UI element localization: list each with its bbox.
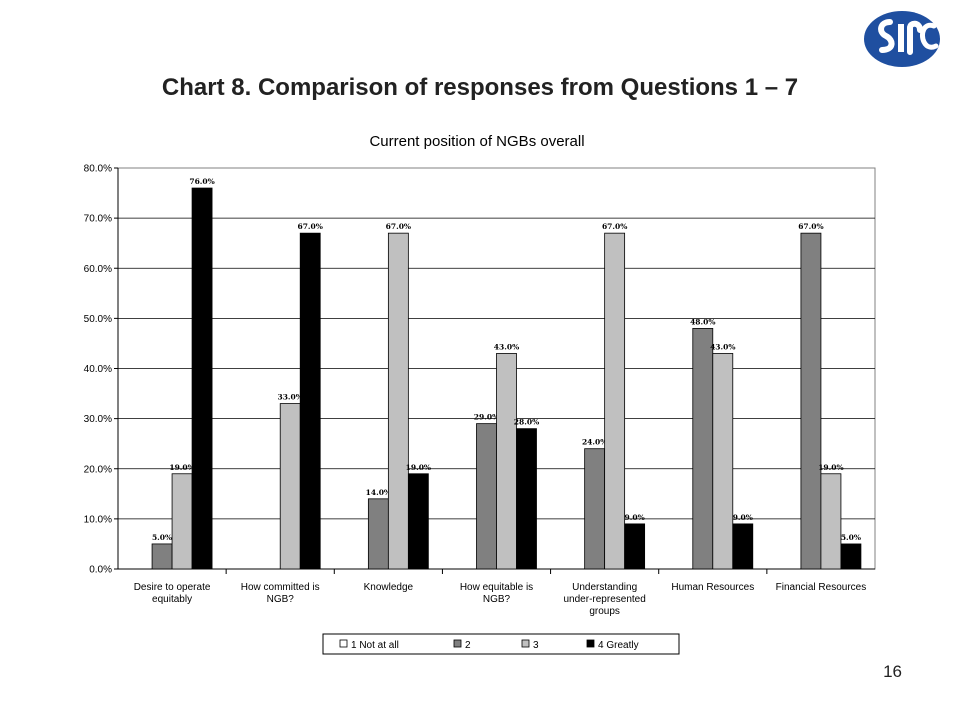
data-label: 28.0% [514, 418, 539, 427]
data-label: 5.0% [841, 533, 861, 542]
data-label: 19.0% [169, 463, 194, 472]
data-label: 9.0% [625, 513, 645, 522]
sirc-logo-icon [860, 8, 944, 77]
legend-swatch [586, 639, 595, 648]
bar [516, 428, 537, 570]
x-tick-label: Understanding [572, 582, 637, 593]
legend-label: 3 [533, 640, 539, 651]
legend-swatch [339, 639, 348, 648]
data-label: 24.0% [582, 438, 607, 447]
data-label: 19.0% [406, 463, 431, 472]
page-number: 16 [883, 662, 902, 681]
x-tick-label: NGB? [267, 594, 295, 605]
legend-swatch [521, 639, 530, 648]
x-tick-label: under-represented [564, 594, 646, 605]
bar [692, 327, 714, 570]
y-tick-label: 20.0% [84, 464, 112, 475]
bar [496, 353, 517, 570]
bar [624, 523, 646, 570]
y-tick-label: 10.0% [84, 514, 112, 525]
bar [171, 473, 193, 570]
data-label: 67.0% [386, 222, 411, 231]
data-label: 76.0% [189, 177, 214, 186]
bar [299, 232, 321, 570]
data-label: 19.0% [818, 463, 843, 472]
legend-label: 4 Greatly [598, 640, 639, 651]
y-tick-label: 30.0% [84, 414, 112, 425]
bar [407, 473, 429, 570]
bar [800, 232, 822, 570]
data-label: 29.0% [474, 413, 499, 422]
y-tick-label: 60.0% [84, 264, 112, 275]
x-tick-label: Desire to operate [134, 582, 211, 593]
x-tick-label: Human Resources [671, 582, 754, 593]
data-label: 67.0% [798, 222, 823, 231]
bar [476, 423, 497, 570]
data-label: 43.0% [710, 342, 735, 351]
bar [840, 543, 862, 570]
bar [367, 498, 389, 570]
data-label: 33.0% [278, 393, 303, 402]
bar [191, 187, 213, 570]
bar [387, 232, 409, 570]
bar [279, 403, 301, 570]
data-label: 9.0% [733, 513, 753, 522]
bar [584, 448, 606, 570]
legend-swatch [453, 639, 462, 648]
x-tick-label: How committed is [241, 582, 320, 593]
x-tick-label: Financial Resources [776, 582, 867, 593]
bar [712, 353, 734, 570]
chart-title: Current position of NGBs overall [369, 133, 584, 150]
data-label: 67.0% [298, 222, 323, 231]
x-tick-label: How equitable is [460, 582, 533, 593]
y-tick-label: 40.0% [84, 364, 112, 375]
data-label: 48.0% [690, 317, 715, 326]
data-label: 5.0% [152, 533, 172, 542]
legend [322, 633, 680, 655]
y-tick-label: 50.0% [84, 314, 112, 325]
data-label: 67.0% [602, 222, 627, 231]
bar [732, 523, 754, 570]
data-label: 43.0% [494, 342, 519, 351]
y-tick-label: 70.0% [84, 214, 112, 225]
x-tick-label: NGB? [483, 594, 511, 605]
x-tick-label: equitably [152, 594, 192, 605]
y-tick-label: 80.0% [84, 164, 112, 175]
bar [151, 543, 173, 570]
slide-title: Chart 8. Comparison of responses from Qu… [161, 74, 799, 101]
legend-label: 2 [465, 640, 471, 651]
legend-label: 1 Not at all [351, 640, 399, 651]
data-label: 14.0% [366, 488, 391, 497]
x-tick-label: groups [589, 606, 620, 617]
y-tick-label: 0.0% [89, 565, 112, 576]
x-tick-label: Knowledge [364, 582, 414, 593]
bar [604, 232, 626, 570]
bar [820, 473, 842, 570]
